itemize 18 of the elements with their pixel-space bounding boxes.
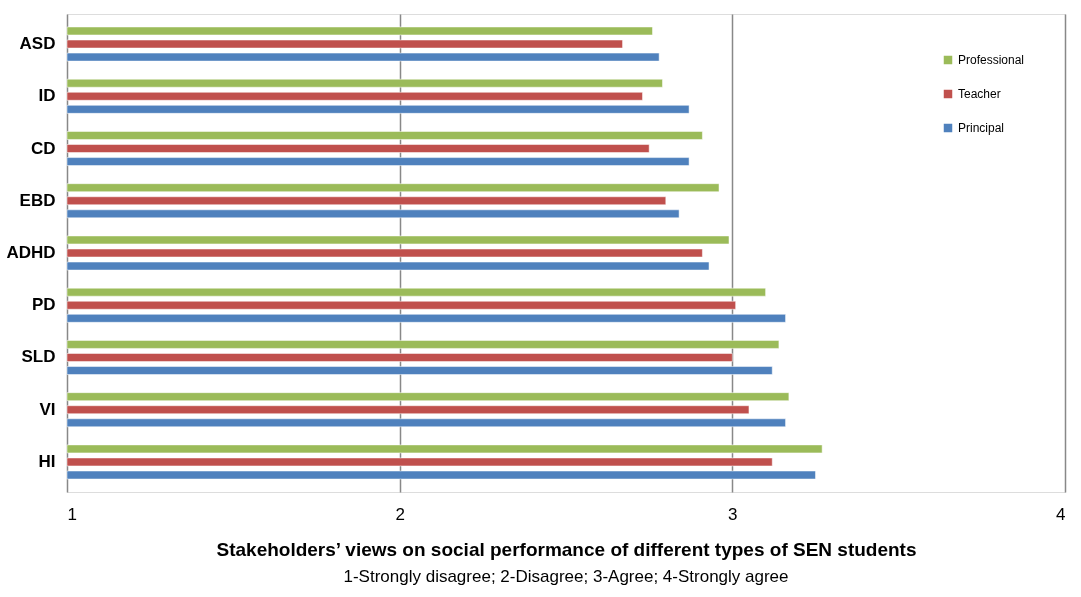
y-tick-label: EBD — [19, 190, 56, 210]
x-tick-label: 4 — [1056, 504, 1066, 524]
x-tick-label: 3 — [728, 504, 738, 524]
y-tick-label: ID — [38, 86, 56, 106]
legend-label: Principal — [958, 121, 1005, 135]
y-tick-label: SLD — [21, 347, 56, 367]
y-tick-label: HI — [38, 451, 56, 471]
legend-label: Teacher — [958, 87, 1001, 101]
x-tick-label: 1 — [67, 504, 77, 524]
y-tick-label: CD — [30, 138, 56, 158]
legend-label: Professional — [958, 53, 1025, 67]
x-axis-title: Stakeholders’ views on social performance of different types of SEN students — [216, 538, 917, 560]
y-tick-label: ADHD — [6, 243, 56, 262]
y-tick-label: ASD — [19, 34, 56, 54]
x-tick-label: 2 — [395, 504, 405, 524]
text: 1-Strongly disagree; 2-Disagree; 3-Agree; 4-Strongly agree — [343, 567, 789, 586]
y-tick-label: VI — [39, 399, 56, 419]
y-tick-label: PD — [31, 295, 56, 315]
